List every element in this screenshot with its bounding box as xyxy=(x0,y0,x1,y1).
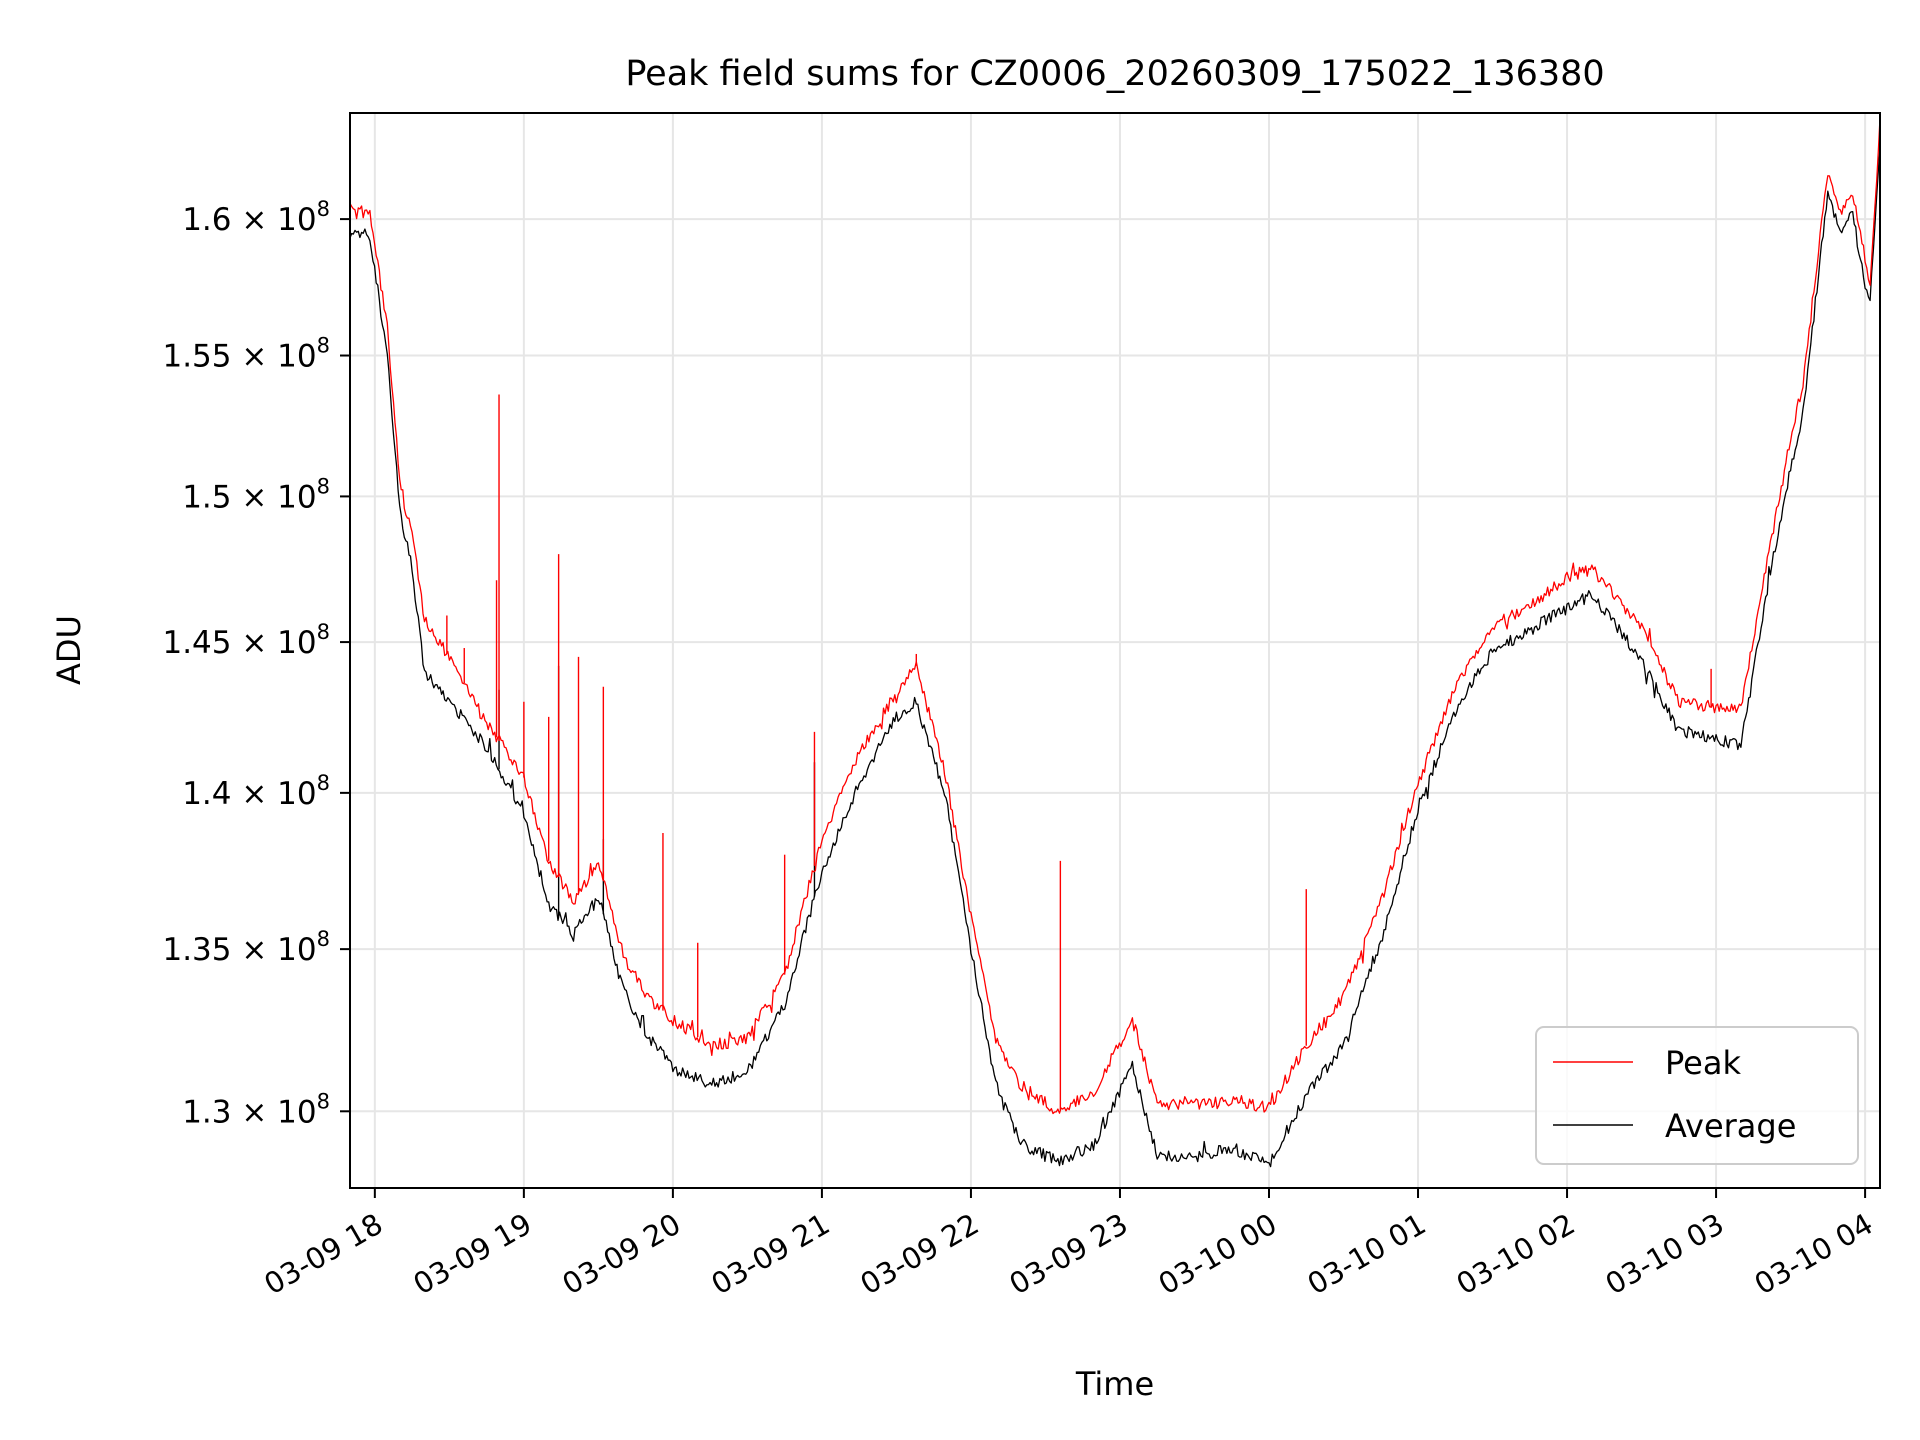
legend-label-average: Average xyxy=(1665,1107,1796,1145)
y-tick-label: 1.35 × 108 xyxy=(162,927,330,968)
legend: Peak Average xyxy=(1535,1026,1859,1165)
axes-frame xyxy=(349,112,1881,1189)
grid xyxy=(350,113,1880,1188)
chart-title: Peak field sums for CZ0006_20260309_1750… xyxy=(625,54,1604,94)
y-axis: 1.3 × 108 1.35 × 108 1.4 × 108 1.45 × 108 1.… xyxy=(162,197,350,1130)
series-line-peak xyxy=(349,118,1881,1115)
series-line-average xyxy=(349,144,1881,1168)
x-axis-label: Time xyxy=(1075,1365,1154,1403)
legend-label-peak: Peak xyxy=(1665,1044,1741,1082)
y-tick-label: 1.45 × 108 xyxy=(162,620,330,661)
y-tick-label: 1.6 × 108 xyxy=(182,197,330,238)
y-tick-label: 1.55 × 108 xyxy=(162,334,330,375)
y-tick-label: 1.4 × 108 xyxy=(182,771,330,812)
y-axis-label: ADU xyxy=(50,615,88,685)
plot-area xyxy=(349,118,1881,1168)
y-tick-label: 1.5 × 108 xyxy=(182,474,330,515)
y-tick-label: 1.3 × 108 xyxy=(182,1089,330,1130)
